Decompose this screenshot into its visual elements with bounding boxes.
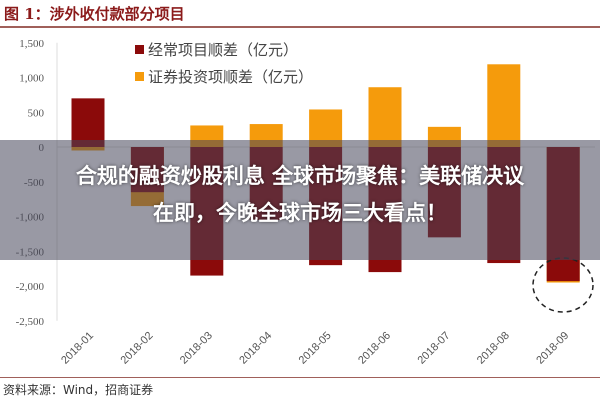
- x-tick-label: 2018-04: [237, 330, 274, 367]
- x-tick-label: 2018-09: [534, 330, 571, 367]
- headline-line-1: 合规的融资炒股利息 全球市场聚焦：美联储决议: [75, 164, 525, 188]
- source-note: 资料来源：Wind，招商证券: [3, 383, 154, 397]
- legend-swatch: [135, 45, 144, 54]
- x-tick-label: 2018-01: [59, 330, 96, 367]
- headline-line-2: 在即，今晚全球市场三大看点！: [153, 201, 447, 225]
- x-tick-label: 2018-06: [356, 330, 393, 367]
- x-tick-label: 2018-05: [297, 330, 334, 367]
- y-tick-label: 1,000: [19, 73, 44, 85]
- annotation-circle: [532, 257, 594, 313]
- bar-current-account-2018-01: [71, 98, 105, 147]
- y-tick-label: -2,500: [16, 316, 45, 328]
- x-tick-label: 2018-07: [415, 330, 452, 367]
- bar-securities-2018-06: [368, 87, 402, 147]
- bar-securities-2018-08: [487, 64, 521, 147]
- footer-rule: [0, 377, 600, 378]
- legend-swatch: [135, 72, 144, 81]
- y-tick-label: 500: [28, 107, 45, 119]
- y-tick-label: -2,000: [16, 281, 45, 293]
- legend-label: 证券投资项顺差（亿元）: [148, 68, 313, 86]
- y-tick-label: 1,500: [19, 38, 44, 50]
- headline-overlay: [0, 140, 600, 260]
- headline[interactable]: 合规的融资炒股利息 全球市场聚焦：美联储决议 在即，今晚全球市场三大看点！: [0, 158, 600, 232]
- x-tick-label: 2018-02: [118, 330, 155, 367]
- x-tick-label: 2018-03: [178, 330, 215, 367]
- legend-label: 经常项目顺差（亿元）: [148, 41, 298, 59]
- title-rule: [0, 26, 600, 28]
- figure-title: 图 1：涉外收付款部分项目: [4, 5, 185, 23]
- x-tick-label: 2018-08: [475, 330, 512, 367]
